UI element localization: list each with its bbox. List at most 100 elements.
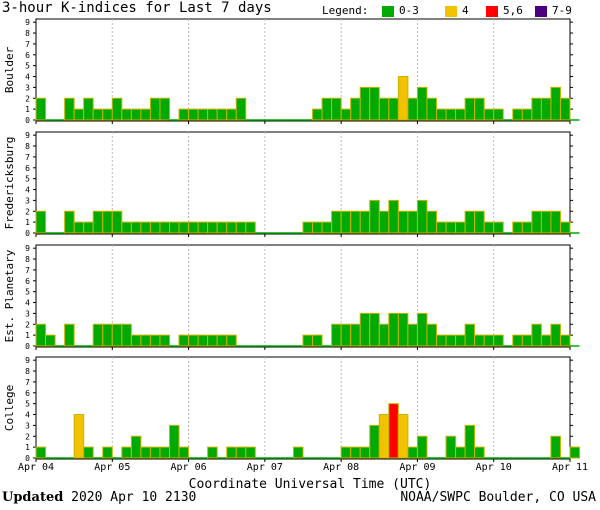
y-tick-label: 8 [25, 255, 30, 264]
k-index-bar [216, 108, 228, 121]
k-index-bar [121, 446, 132, 459]
k-index-bar [302, 334, 314, 347]
legend-swatch-1 [382, 6, 394, 17]
k-index-bar [407, 97, 418, 121]
k-index-bar [416, 86, 428, 121]
k-index-bar [331, 323, 342, 347]
x-tick-label: Apr 07 [247, 462, 283, 473]
k-index-bar [455, 334, 466, 347]
y-tick-label: 4 [25, 73, 30, 82]
legend-entry-label: 5,6 [503, 4, 523, 17]
k-index-bar [111, 323, 123, 347]
k-index-bar [483, 221, 495, 234]
k-index-bar [216, 334, 228, 347]
k-index-bar [474, 210, 485, 234]
k-index-bar [83, 97, 94, 121]
k-index-bar [226, 334, 237, 347]
k-index-bar [464, 323, 476, 347]
k-index-bar [178, 334, 190, 347]
panel-label: Est. Planetary [3, 249, 16, 342]
k-index-bar [188, 221, 199, 234]
k-index-bar [102, 210, 113, 234]
k-index-bar [416, 199, 428, 234]
k-index-bar [455, 221, 466, 234]
y-tick-label: 5 [25, 400, 30, 409]
k-index-bar [83, 446, 94, 459]
k-index-bar [292, 446, 304, 459]
k-index-bar [340, 210, 352, 234]
y-tick-label: 9 [25, 18, 30, 27]
k-index-bar [540, 334, 552, 347]
y-tick-label: 0 [25, 116, 30, 125]
k-index-bar [464, 424, 476, 459]
k-index-bar [359, 312, 371, 347]
data-source: NOAA/SWPC Boulder, CO USA [400, 490, 596, 505]
y-tick-label: 9 [25, 356, 30, 365]
k-index-bar [35, 210, 47, 234]
k-index-bar [407, 323, 418, 347]
k-index-bar [350, 323, 361, 347]
panel-label: College [3, 385, 16, 431]
y-tick-label: 8 [25, 367, 30, 376]
k-index-bar [521, 221, 533, 234]
k-index-bar [340, 108, 352, 121]
k-index-bar [188, 334, 199, 347]
k-index-bar [550, 86, 561, 121]
panel-label: Boulder [3, 46, 16, 93]
k-index-bar [369, 312, 380, 347]
k-index-bar [388, 312, 399, 347]
k-index-bar [197, 334, 209, 347]
k-index-bar [540, 97, 552, 121]
k-index-bar [559, 334, 571, 347]
k-index-bar [397, 414, 409, 459]
y-tick-label: 9 [25, 244, 30, 253]
k-index-bar [455, 446, 466, 459]
k-index-bar [426, 323, 438, 347]
k-index-bar [331, 97, 342, 121]
k-index-bar [83, 221, 94, 234]
k-index-bar [369, 86, 380, 121]
k-index-bar [121, 108, 132, 121]
legend-swatch-4 [535, 6, 547, 17]
k-index-bar [436, 108, 447, 121]
k-index-bar [35, 323, 47, 347]
k-index-bar [178, 108, 190, 121]
x-tick-label: Apr 10 [476, 462, 512, 473]
k-index-bar [388, 97, 399, 121]
k-index-bar [73, 221, 85, 234]
y-tick-label: 6 [25, 51, 30, 60]
k-index-bar [483, 108, 495, 121]
k-index-bar [445, 221, 457, 234]
k-index-bar [493, 221, 504, 234]
k-index-bar [149, 446, 161, 459]
k-index-bar [378, 210, 390, 234]
k-index-bar [149, 97, 161, 121]
y-tick-label: 3 [25, 196, 30, 205]
k-index-bar [159, 221, 170, 234]
updated-label: Updated [2, 490, 64, 505]
k-index-bar [340, 446, 352, 459]
x-tick-label: Apr 05 [94, 462, 130, 473]
y-tick-label: 4 [25, 186, 30, 195]
updated-value: 2020 Apr 10 2130 [71, 490, 197, 505]
k-index-bar [35, 446, 47, 459]
k-index-bar [378, 97, 390, 121]
y-tick-label: 4 [25, 411, 30, 420]
k-index-bar [350, 446, 361, 459]
k-index-bar [493, 334, 504, 347]
k-index-bar [245, 446, 256, 459]
k-index-bar [207, 221, 218, 234]
legend-entry-label: 7-9 [552, 4, 572, 17]
k-index-bar [378, 323, 390, 347]
k-index-bar [369, 424, 380, 459]
k-index-bar [359, 86, 371, 121]
k-index-bar [569, 446, 581, 459]
y-tick-label: 0 [25, 342, 30, 351]
k-index-bar [121, 221, 132, 234]
k-index-bar [321, 97, 333, 121]
legend-swatch-2 [445, 6, 457, 17]
k-index-bar [149, 334, 161, 347]
k-index-bar [388, 199, 399, 234]
y-tick-label: 7 [25, 40, 30, 49]
